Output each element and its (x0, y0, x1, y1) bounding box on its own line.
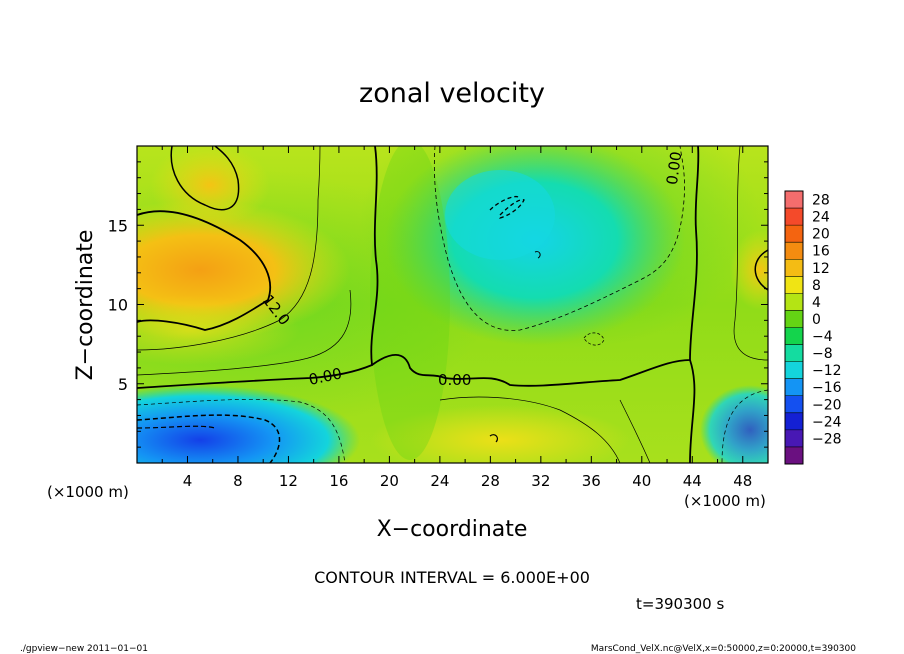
y-tick-label: 10 (108, 296, 128, 315)
contour-zero-right (371, 146, 700, 387)
colorbar-segment (785, 208, 803, 226)
x-tick-label: 24 (430, 472, 449, 490)
x-axis-label: X−coordinate (377, 517, 528, 542)
colorbar-label: 20 (812, 227, 830, 243)
colorbar-label: 12 (812, 261, 830, 277)
x-tick-label: 40 (632, 472, 651, 490)
colorbar-label: −4 (812, 329, 833, 345)
colorbar-segment (785, 361, 803, 380)
colorbar-segment (785, 412, 803, 431)
x-tick-label: 12 (279, 472, 298, 490)
colorbar-segment (785, 429, 803, 448)
heatmap-region-yellow-bottom (370, 405, 630, 463)
colorbar-label: −24 (812, 414, 842, 430)
colorbar-segment (785, 259, 803, 277)
contour-island-bottom (489, 434, 499, 443)
colorbar-label: −12 (812, 363, 842, 379)
colorbar-label: 24 (812, 210, 830, 226)
contour-neg6 (433, 146, 685, 331)
contour-neg12-b (489, 195, 519, 211)
colorbar-segment (785, 191, 803, 209)
x-tick-label: 4 (183, 472, 193, 490)
contour-12-top (170, 146, 240, 211)
heatmap-region-orange-right (730, 230, 768, 310)
colorbar-segment (785, 378, 803, 397)
time-label: t=390300 s (636, 595, 724, 613)
colorbar-segment (785, 242, 803, 260)
colorbar-label: −8 (812, 346, 833, 362)
colorbar-segment (785, 446, 803, 465)
x-tick-label: 32 (531, 472, 550, 490)
colorbar-segment (785, 276, 803, 294)
heatmap-region-blue-right (700, 385, 768, 463)
y-tick-label: 15 (108, 216, 128, 235)
contour-6-bottom2 (619, 399, 651, 463)
x-axis-ticks: 4 8 12 16 20 24 28 32 36 40 44 48 (161, 146, 752, 490)
colorbar-label: 16 (812, 244, 830, 260)
colorbar-label: 28 (812, 193, 830, 209)
y-unit-label: (×1000 m) (47, 483, 129, 501)
contour-6-left (137, 146, 321, 351)
y-axis-ticks: 5 10 15 (108, 161, 768, 448)
colorbar-segment (785, 293, 803, 311)
contour-neg6-right (721, 389, 768, 463)
colorbar-segment (785, 395, 803, 414)
colorbar-label: −16 (812, 380, 842, 396)
contour-12-right (754, 249, 768, 291)
colorbar-segment (785, 225, 803, 243)
colorbar-label: 0 (812, 312, 821, 328)
x-tick-label: 16 (329, 472, 348, 490)
footer-right: MarsCond_VelX.nc@VelX,x=0:50000,z=0:2000… (591, 644, 856, 654)
x-tick-label: 8 (233, 472, 243, 490)
y-tick-label: 5 (118, 375, 128, 394)
contour-neg18-bottom (137, 425, 216, 429)
contour-interval-label: CONTOUR INTERVAL = 6.000E+00 (314, 568, 590, 587)
x-tick-label: 28 (481, 472, 500, 490)
contour-neg12-a (499, 199, 525, 219)
contour-label-zero-mid: 0.00 (438, 371, 471, 389)
heatmap-region-green-band (370, 146, 450, 460)
colorbar-label: 8 (812, 278, 821, 294)
x-tick-label: 36 (582, 472, 601, 490)
colorbar-label: −28 (812, 431, 842, 447)
x-tick-label: 48 (733, 472, 752, 490)
colorbar (784, 190, 804, 465)
heatmap-field: 12.0 0.00 0.00 0.00 (137, 146, 768, 463)
x-unit-label: (×1000 m) (684, 492, 766, 510)
colorbar-label: 4 (812, 295, 821, 311)
chart-title: zonal velocity (359, 78, 545, 109)
footer-left: ./gpview−new 2011−01−01 (20, 644, 148, 654)
contour-12-left (137, 210, 272, 331)
heatmap-region-orange-top (150, 146, 270, 227)
colorbar-segment (785, 327, 803, 346)
colorbar-label: −20 (812, 397, 842, 413)
heatmap-region-blue (137, 385, 360, 463)
x-tick-label: 20 (380, 472, 399, 490)
y-axis-label: Z−coordinate (73, 230, 98, 381)
contour-island-small (534, 251, 541, 259)
contour-neg6-island (583, 332, 605, 346)
contour-6-right (733, 146, 768, 361)
colorbar-segment (785, 344, 803, 363)
contour-6-mid (137, 289, 352, 376)
contour-6-bottom (439, 396, 621, 463)
contour-neg6-bottom (137, 399, 346, 463)
contour-zero-bottom (689, 359, 696, 463)
colorbar-segment (785, 310, 803, 328)
x-tick-label: 44 (683, 472, 702, 490)
contour-label-zero-right: 0.00 (663, 150, 685, 186)
